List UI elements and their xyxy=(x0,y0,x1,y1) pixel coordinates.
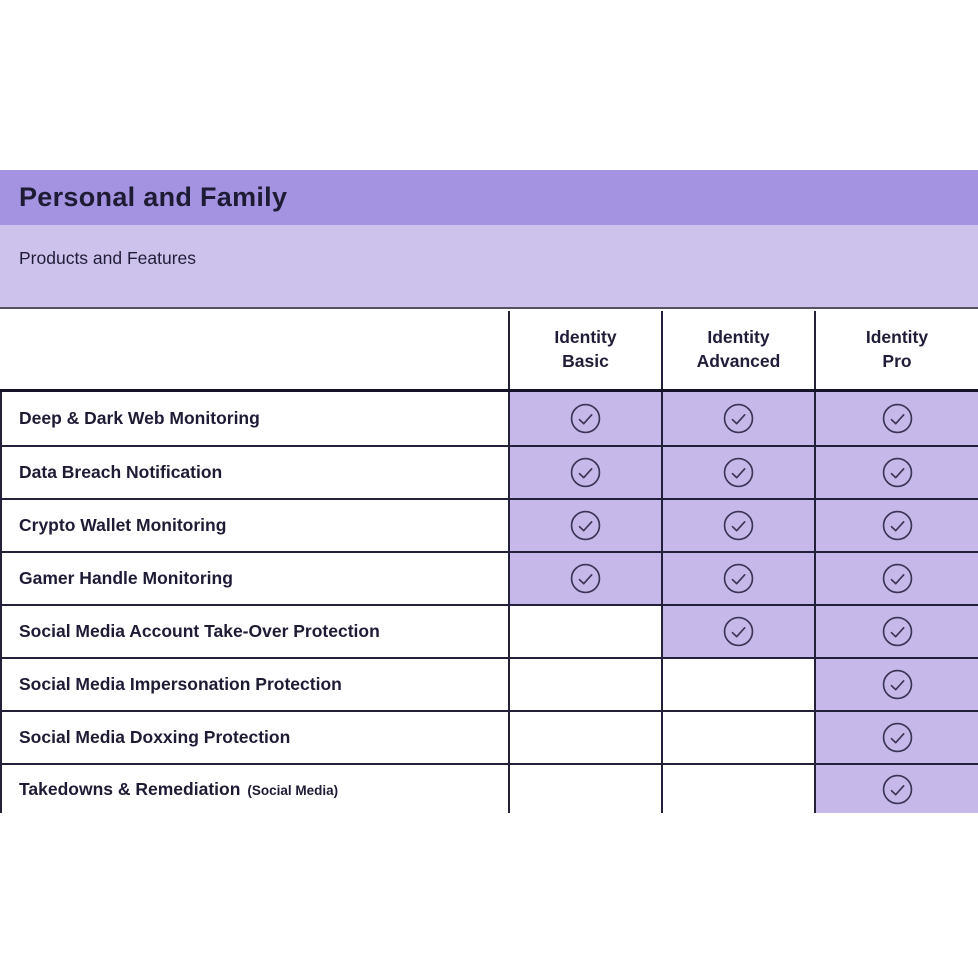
feature-name-text: Social Media Account Take-Over Protectio… xyxy=(19,621,380,642)
plan-cell xyxy=(661,765,814,813)
plan-cell xyxy=(814,392,978,445)
plan-cell xyxy=(508,659,661,710)
feature-suffix: (Social Media) xyxy=(247,782,339,798)
column-header-line1: Identity xyxy=(554,327,617,348)
feature-name-text: Crypto Wallet Monitoring xyxy=(19,515,226,536)
feature-label: Social Media Doxxing Protection xyxy=(19,727,291,747)
plan-cell xyxy=(814,500,978,551)
check-circle-icon xyxy=(570,457,601,488)
plan-cell xyxy=(661,659,814,710)
column-header-line1: Identity xyxy=(707,327,770,348)
check-circle-icon xyxy=(723,563,754,594)
check-circle-icon xyxy=(723,510,754,541)
plan-cell xyxy=(508,447,661,498)
table-row: Social Media Impersonation Protection xyxy=(2,657,978,710)
feature-label: Crypto Wallet Monitoring xyxy=(19,515,227,535)
section-title: Personal and Family xyxy=(19,182,288,212)
check-circle-icon xyxy=(570,510,601,541)
check-circle-icon xyxy=(723,616,754,647)
feature-label: Social Media Account Take-Over Protectio… xyxy=(19,621,380,641)
check-circle-icon xyxy=(570,563,601,594)
section-band: Personal and Family xyxy=(0,170,978,225)
check-circle-icon xyxy=(723,457,754,488)
plan-cell xyxy=(661,712,814,763)
feature-name-text: Deep & Dark Web Monitoring xyxy=(19,408,260,429)
table-row: Data Breach Notification xyxy=(2,445,978,498)
plan-cell xyxy=(508,392,661,445)
plan-cell xyxy=(508,712,661,763)
feature-name-cell: Gamer Handle Monitoring xyxy=(2,553,508,604)
plan-cell xyxy=(814,659,978,710)
feature-name-cell: Social Media Impersonation Protection xyxy=(2,659,508,710)
feature-name-text: Social Media Impersonation Protection xyxy=(19,674,342,695)
feature-name-cell: Social Media Doxxing Protection xyxy=(2,712,508,763)
plan-cell xyxy=(814,606,978,657)
check-circle-icon xyxy=(882,510,912,541)
check-circle-icon xyxy=(723,403,754,434)
table-row: Social Media Doxxing Protection xyxy=(2,710,978,763)
plan-cell xyxy=(508,765,661,813)
check-circle-icon xyxy=(882,669,912,700)
column-header-line2: Pro xyxy=(882,351,912,371)
plan-cell xyxy=(661,392,814,445)
plan-cell xyxy=(661,500,814,551)
feature-label: Gamer Handle Monitoring xyxy=(19,568,233,588)
check-circle-icon xyxy=(882,616,912,647)
check-circle-icon xyxy=(882,457,912,488)
subsection-title: Products and Features xyxy=(19,248,197,268)
feature-label: Takedowns & Remediation xyxy=(19,778,241,799)
table-header-row: Identity Basic Identity Advanced Identit… xyxy=(0,311,978,392)
feature-name-cell: Crypto Wallet Monitoring xyxy=(2,500,508,551)
column-header-line1: Identity xyxy=(865,327,929,348)
feature-rows: Deep & Dark Web Monitoring Data Breach N… xyxy=(0,392,978,813)
plan-cell xyxy=(661,606,814,657)
subsection-band: Products and Features xyxy=(0,225,978,309)
column-header-identity-basic: Identity Basic xyxy=(508,311,661,389)
plan-cell xyxy=(814,447,978,498)
feature-name-cell: Takedowns & Remediation (Social Media) xyxy=(2,765,508,813)
plan-cell xyxy=(508,606,661,657)
plan-cell xyxy=(814,712,978,763)
check-circle-icon xyxy=(882,774,912,804)
check-circle-icon xyxy=(570,403,601,434)
check-circle-icon xyxy=(882,403,912,434)
table-row: Social Media Account Take-Over Protectio… xyxy=(2,604,978,657)
column-header-line2: Advanced xyxy=(696,351,781,371)
feature-column-header-cell xyxy=(0,311,508,389)
plan-cell xyxy=(814,765,978,813)
check-circle-icon xyxy=(882,563,912,594)
plan-cell xyxy=(508,553,661,604)
feature-name-text: Data Breach Notification xyxy=(19,462,222,483)
feature-name-text: Takedowns & Remediation (Social Media) xyxy=(19,779,338,800)
column-header-line2: Basic xyxy=(562,351,609,371)
plan-cell xyxy=(661,447,814,498)
feature-label: Deep & Dark Web Monitoring xyxy=(19,408,260,428)
feature-name-text: Gamer Handle Monitoring xyxy=(19,568,233,589)
column-header-identity-advanced: Identity Advanced xyxy=(661,311,814,389)
feature-name-text: Social Media Doxxing Protection xyxy=(19,727,290,748)
feature-name-cell: Data Breach Notification xyxy=(2,447,508,498)
plan-cell xyxy=(508,500,661,551)
check-circle-icon xyxy=(882,722,912,753)
feature-label: Social Media Impersonation Protection xyxy=(19,674,342,694)
table-row: Gamer Handle Monitoring xyxy=(2,551,978,604)
feature-name-cell: Deep & Dark Web Monitoring xyxy=(2,392,508,445)
table-row: Crypto Wallet Monitoring xyxy=(2,498,978,551)
table-row: Takedowns & Remediation (Social Media) xyxy=(2,763,978,813)
plan-cell xyxy=(814,553,978,604)
table-row: Deep & Dark Web Monitoring xyxy=(2,392,978,445)
feature-comparison-table: Identity Basic Identity Advanced Identit… xyxy=(0,311,978,813)
plan-cell xyxy=(661,553,814,604)
column-header-identity-pro: Identity Pro xyxy=(814,311,978,389)
feature-label: Data Breach Notification xyxy=(19,462,223,482)
feature-name-cell: Social Media Account Take-Over Protectio… xyxy=(2,606,508,657)
